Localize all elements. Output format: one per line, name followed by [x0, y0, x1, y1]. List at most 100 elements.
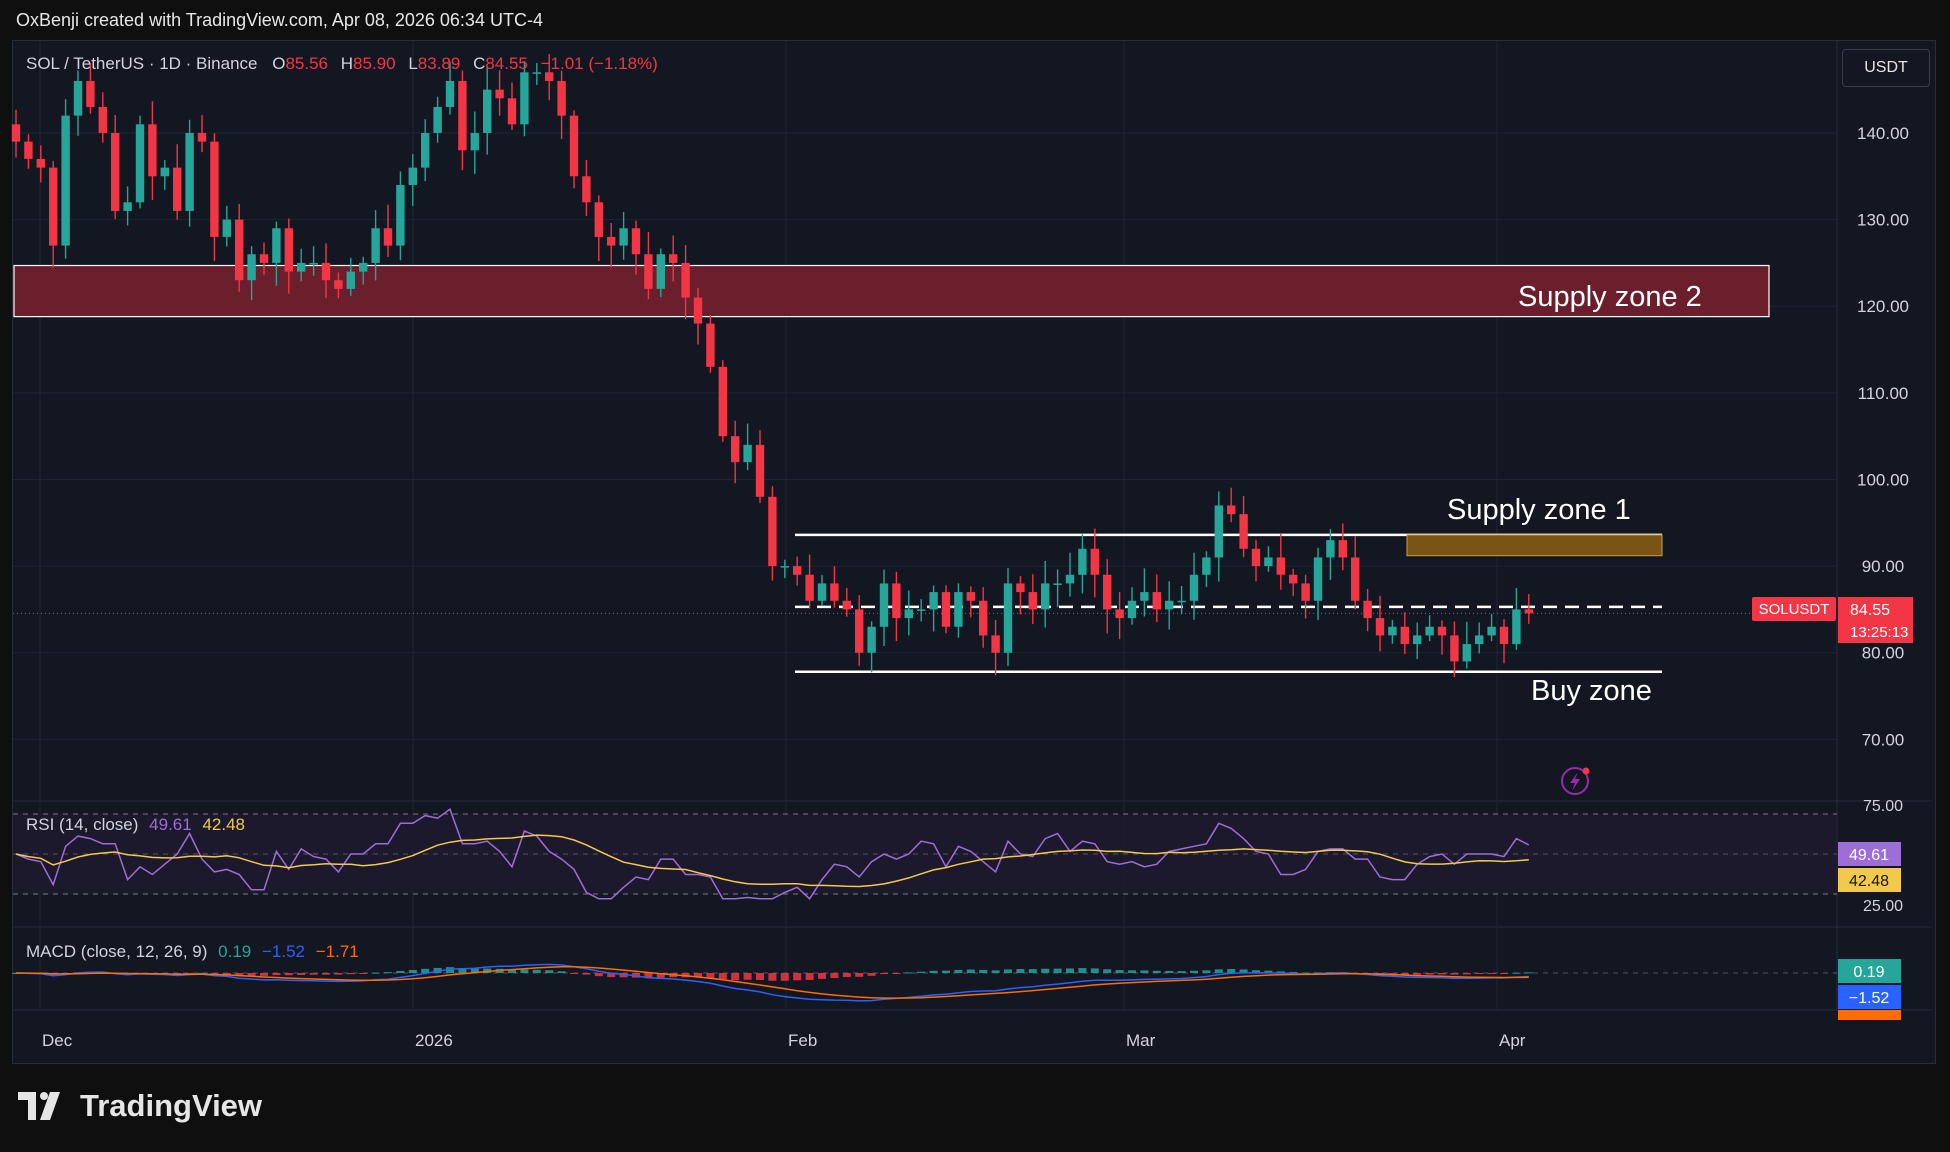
macd-legend-macd: −1.52	[262, 942, 305, 961]
symbol-price-tag	[1752, 597, 1836, 621]
candle-body	[383, 228, 393, 246]
macd-histogram-bar	[359, 973, 368, 974]
macd-histogram-bar	[433, 967, 442, 973]
candle-body	[1214, 505, 1223, 558]
candle-body	[743, 444, 752, 463]
macd-histogram-bar	[185, 973, 194, 974]
price-axis: 140.00 130.00 120.00 110.00 100.00 90.00 80.00…	[1857, 124, 1909, 749]
chart-svg[interactable]: 140.00 130.00 120.00 110.00 100.00 90.00 80.00…	[0, 0, 1950, 1080]
candle-body	[1289, 574, 1298, 584]
candle-body	[842, 600, 851, 610]
candle-body	[371, 228, 380, 263]
candle-body	[1313, 557, 1323, 601]
candle-body	[458, 80, 467, 151]
candle-body	[582, 176, 591, 203]
rsi-value-box	[1838, 842, 1901, 866]
candle-body	[1053, 583, 1062, 585]
candle-body	[445, 80, 455, 107]
candle-body	[879, 583, 889, 627]
macd-histogram-bar	[979, 969, 988, 973]
candle-body	[98, 106, 107, 133]
candle-body	[160, 167, 169, 177]
macd-line	[15, 963, 1529, 1002]
macd-histogram-bar	[1152, 970, 1161, 973]
candle-body	[1227, 505, 1236, 515]
tradingview-logo: TradingView	[18, 1088, 262, 1124]
macd-histogram-bar	[942, 970, 950, 973]
macd-histogram-bar	[904, 972, 913, 974]
candle-body	[1351, 557, 1360, 601]
candle-body	[532, 72, 541, 74]
macd-histogram-bar	[1462, 973, 1471, 975]
candle-body	[1189, 574, 1199, 601]
candle-body	[557, 80, 566, 116]
candle-body	[1388, 626, 1397, 636]
rsi-legend-ma: 42.48	[202, 815, 245, 834]
macd-histogram-bar	[210, 973, 219, 975]
macd-histogram-bar	[408, 969, 417, 973]
macd-histogram-bar	[346, 973, 355, 975]
last-price-label: 84.55	[1850, 602, 1890, 619]
macd-histogram-bar	[470, 968, 479, 973]
candle-body	[954, 592, 963, 627]
macd-histogram-bar	[334, 973, 343, 975]
macd-histogram-bar	[1214, 969, 1223, 973]
candle-body	[917, 609, 926, 611]
candle-body	[49, 167, 58, 246]
candle-body	[805, 574, 814, 601]
macd-histogram-bar	[1425, 973, 1434, 975]
countdown-label: 13:25:13	[1850, 624, 1908, 641]
alert-lightning-icon[interactable]	[1561, 767, 1590, 795]
candle-body	[1326, 540, 1335, 558]
candle-body	[247, 254, 256, 281]
candle-body	[222, 219, 231, 237]
candle-body	[755, 444, 765, 497]
candle-body	[346, 271, 355, 289]
macd-histogram-bar	[1524, 972, 1533, 974]
macd-histogram-bar	[706, 973, 715, 979]
macd-histogram-bar	[1016, 969, 1025, 973]
candles-layer	[11, 54, 1533, 678]
macd-hist-label: 0.19	[1853, 964, 1884, 981]
rsi-value-label: 49.61	[1849, 847, 1889, 864]
time-axis: Dec 2026 Feb Mar Apr	[42, 1031, 1526, 1050]
macd-histogram-bar	[235, 973, 244, 976]
candle-body	[73, 80, 83, 116]
rsi-ma-line	[15, 834, 1529, 888]
supply-zone-1-label: Supply zone 1	[1447, 494, 1631, 526]
candle-body	[1301, 583, 1310, 601]
candle-body	[135, 124, 145, 203]
chart-credit: OxBenji created with TradingView.com, Ap…	[16, 10, 543, 30]
macd-histogram-bar	[1314, 972, 1322, 974]
candle-body	[1127, 600, 1137, 619]
macd-histogram-bar	[644, 973, 653, 979]
macd-histogram-bar	[768, 973, 777, 981]
macd-legend-hist: 0.19	[218, 942, 251, 961]
candle-body	[780, 566, 789, 568]
macd-histogram-bar	[508, 969, 516, 973]
currency-button[interactable]: USDT	[1842, 49, 1930, 87]
macd-histogram-bar	[1066, 968, 1074, 973]
candle-body	[1140, 592, 1149, 601]
candle-body	[619, 228, 628, 246]
macd-histogram-bar	[1276, 971, 1285, 973]
macd-histogram-bar	[594, 973, 603, 977]
candle-body	[284, 228, 293, 272]
supply-zone-2	[13, 264, 1770, 318]
candle-body	[1363, 600, 1372, 619]
macd-histogram-bar	[1041, 968, 1050, 973]
macd-histogram-bar	[1165, 970, 1174, 973]
candle-body	[1251, 548, 1261, 567]
macd-histogram-bar	[1413, 973, 1422, 975]
candle-body	[1177, 600, 1186, 603]
macd-histogram-bar	[780, 973, 789, 981]
candle-body	[507, 98, 517, 125]
macd-signal-line	[15, 966, 1529, 999]
macd-histogram-bar	[1487, 973, 1496, 974]
macd-histogram-bar	[1053, 968, 1062, 973]
macd-histogram-bar	[260, 973, 268, 976]
candle-body	[706, 323, 715, 367]
legend-change: −1.01 (−1.18%)	[541, 54, 658, 73]
candle-body	[396, 184, 405, 246]
macd-macd-label: −1.52	[1849, 990, 1890, 1007]
